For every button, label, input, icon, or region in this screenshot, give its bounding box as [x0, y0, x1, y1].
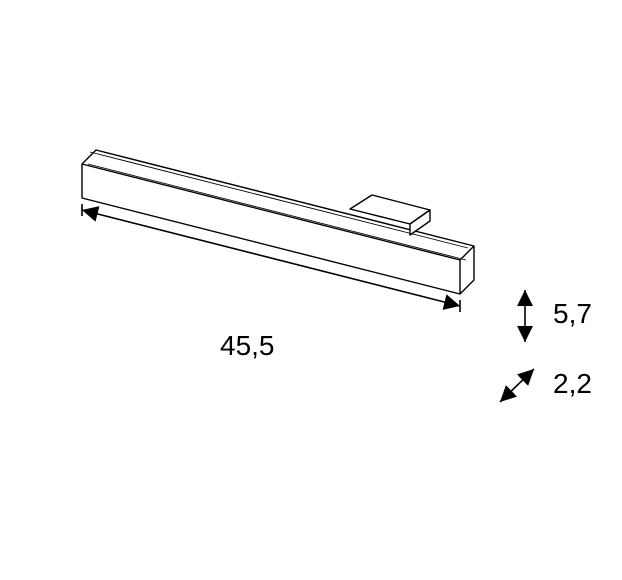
depth-label: 2,2	[553, 368, 592, 400]
drawing-svg	[0, 0, 622, 580]
dimension-drawing: 45,5 5,7 2,2	[0, 0, 622, 580]
dim-depth	[500, 369, 534, 402]
height-label: 5,7	[553, 298, 592, 330]
product-body	[82, 150, 474, 294]
length-label: 45,5	[220, 330, 275, 362]
